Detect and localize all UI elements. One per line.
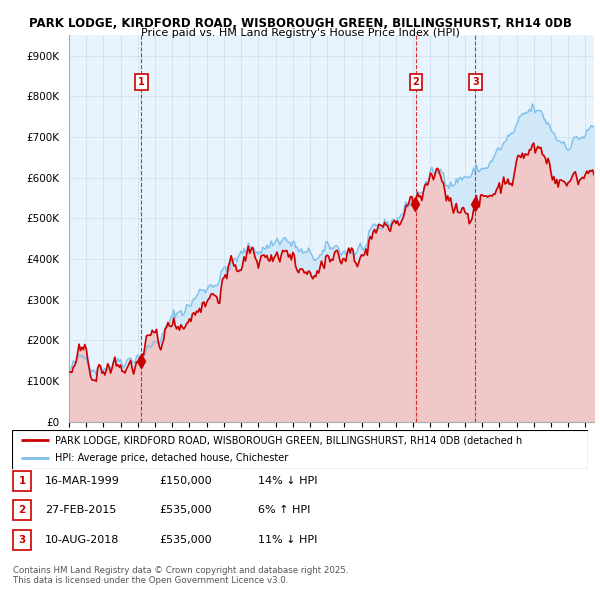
Text: 1: 1: [138, 77, 145, 87]
Text: £535,000: £535,000: [159, 535, 212, 545]
Text: £150,000: £150,000: [159, 476, 212, 486]
Text: 16-MAR-1999: 16-MAR-1999: [45, 476, 120, 486]
Text: 1: 1: [19, 476, 26, 486]
Text: 11% ↓ HPI: 11% ↓ HPI: [258, 535, 317, 545]
Text: £535,000: £535,000: [159, 506, 212, 515]
Text: 6% ↑ HPI: 6% ↑ HPI: [258, 506, 310, 515]
Text: Contains HM Land Registry data © Crown copyright and database right 2025.
This d: Contains HM Land Registry data © Crown c…: [13, 566, 349, 585]
Text: Price paid vs. HM Land Registry's House Price Index (HPI): Price paid vs. HM Land Registry's House …: [140, 28, 460, 38]
Text: 14% ↓ HPI: 14% ↓ HPI: [258, 476, 317, 486]
Text: 10-AUG-2018: 10-AUG-2018: [45, 535, 119, 545]
Text: HPI: Average price, detached house, Chichester: HPI: Average price, detached house, Chic…: [55, 453, 289, 463]
Text: PARK LODGE, KIRDFORD ROAD, WISBOROUGH GREEN, BILLINGSHURST, RH14 0DB (detached h: PARK LODGE, KIRDFORD ROAD, WISBOROUGH GR…: [55, 435, 523, 445]
Text: 2: 2: [413, 77, 419, 87]
Text: 27-FEB-2015: 27-FEB-2015: [45, 506, 116, 515]
Text: 3: 3: [472, 77, 479, 87]
Text: 3: 3: [19, 535, 26, 545]
Text: PARK LODGE, KIRDFORD ROAD, WISBOROUGH GREEN, BILLINGSHURST, RH14 0DB: PARK LODGE, KIRDFORD ROAD, WISBOROUGH GR…: [29, 17, 571, 30]
Text: 2: 2: [19, 506, 26, 515]
